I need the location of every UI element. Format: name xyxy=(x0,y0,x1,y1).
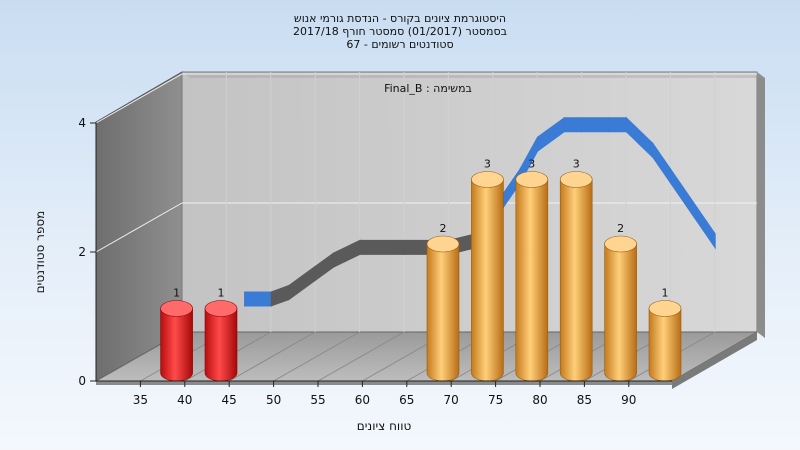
curve-segment-5 xyxy=(359,239,405,255)
x-tick-label-3: 50 xyxy=(266,393,281,407)
bar-body-80 xyxy=(515,179,549,382)
axes: 0 2 4 35 40 45 50 55 60 65 70 75 80 85 90 xyxy=(78,116,672,407)
x-tick-label-11: 90 xyxy=(621,393,636,407)
data-label-90: 2 xyxy=(617,222,624,235)
title-line-1: היסטוגרמת ציונים בקורס - הנדסת גורמי אנו… xyxy=(294,12,506,25)
x-tick-label-0: 35 xyxy=(133,393,148,407)
x-tick-label-6: 65 xyxy=(399,393,414,407)
data-label-80: 3 xyxy=(528,158,535,171)
y-tick-label-2: 4 xyxy=(78,116,86,130)
curve-segment-13 xyxy=(581,117,610,133)
data-label-70: 2 xyxy=(440,222,447,235)
x-tick-label-10: 85 xyxy=(577,393,592,407)
bar-body-95 xyxy=(648,308,682,382)
wall-edge-right xyxy=(757,72,765,338)
x-tick-label-8: 75 xyxy=(488,393,503,407)
bar-body-75 xyxy=(471,179,504,382)
bar-top-70 xyxy=(426,235,460,253)
bar-body-70 xyxy=(426,243,460,382)
grid-line-diag-2 xyxy=(95,73,183,124)
grid-line-diag-1 xyxy=(95,202,183,253)
x-tick-label-1: 40 xyxy=(177,393,192,407)
bar-body-40 xyxy=(160,308,193,382)
bar-top-90 xyxy=(604,235,637,253)
x-axis-title: טווח ציונים xyxy=(357,419,412,433)
bar-95: 1 xyxy=(648,287,682,382)
title-line-3: סטודנטים רשומים - 67 xyxy=(346,38,453,51)
bar-body-90 xyxy=(604,243,637,382)
title-line-2: בסמסטר (01/2017) סמסטר חורף 2017/18 xyxy=(293,25,507,38)
data-label-75: 3 xyxy=(484,158,491,171)
bar-40: 1 xyxy=(160,287,193,382)
curve-segment-14 xyxy=(608,117,627,133)
data-label-95: 1 xyxy=(662,287,669,300)
data-label-45: 1 xyxy=(218,287,225,300)
floor-grid-line-3 xyxy=(273,331,360,382)
bar-top-80 xyxy=(515,171,549,188)
curve-segment-17 xyxy=(670,167,716,250)
floor-front-edge xyxy=(96,381,672,385)
y-axis-title: מספר סטודנטים xyxy=(33,211,47,294)
x-tick-label-4: 55 xyxy=(310,393,325,407)
x-tick-label-2: 45 xyxy=(222,393,237,407)
data-label-85: 3 xyxy=(573,158,580,171)
x-tick-label-5: 60 xyxy=(355,393,370,407)
x-tick-label-9: 80 xyxy=(532,393,547,407)
bar-80: 3 xyxy=(515,158,549,382)
bar-top-95 xyxy=(648,300,682,317)
bar-70: 2 xyxy=(426,222,460,382)
x-tick-label-7: 70 xyxy=(444,393,459,407)
chart-title: היסטוגרמת ציונים בקורס - הנדסת גורמי אנו… xyxy=(293,12,507,51)
data-label-40: 1 xyxy=(173,287,180,300)
y-tick-label-0: 0 xyxy=(78,374,86,388)
bar-90: 2 xyxy=(604,222,637,382)
wall-edge-top xyxy=(182,72,765,78)
bar-75: 3 xyxy=(471,158,504,382)
bars: 1 1 2 3 3 3 2 1 xyxy=(160,158,682,382)
wall-edge-bottom xyxy=(672,332,757,389)
bar-top-40 xyxy=(160,300,193,317)
bar-top-85 xyxy=(559,171,593,188)
bar-top-75 xyxy=(471,171,504,188)
bar-45: 1 xyxy=(204,287,238,382)
curve-segment-12 xyxy=(563,117,583,133)
task-annotation: Final_B : במשימה xyxy=(384,82,472,95)
bar-body-85 xyxy=(559,179,593,382)
bar-85: 3 xyxy=(559,158,593,382)
curve-segment-0 xyxy=(244,291,272,307)
bar-body-45 xyxy=(204,308,238,382)
y-tick-label-1: 2 xyxy=(78,245,86,259)
floor-grid-line-2 xyxy=(228,331,316,382)
floor-grid-line-4 xyxy=(317,331,405,382)
bar-top-45 xyxy=(204,300,238,317)
